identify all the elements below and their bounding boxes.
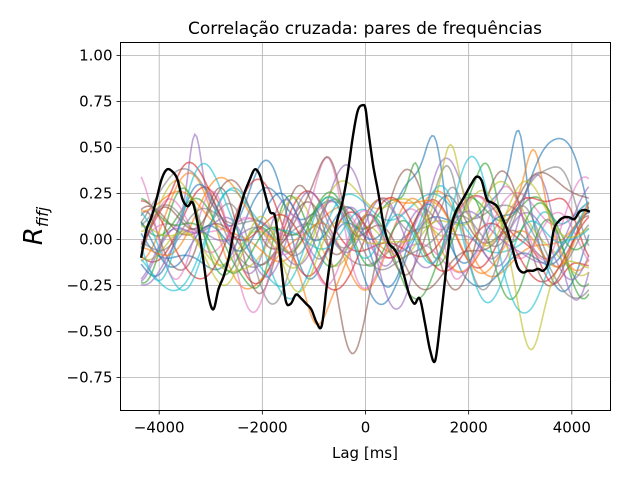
background-series-line [140, 161, 590, 301]
y-tick-label: 0.75 [79, 92, 112, 110]
svg-text:Rfifj: Rfifj [19, 206, 52, 245]
y-axis-ticks: −0.75 −0.50 −0.25 0.00 0.25 0.50 0.75 1.00 [67, 46, 121, 386]
x-tick-label: 2000 [450, 419, 488, 437]
y-axis-label-subscript: fifj [33, 206, 52, 227]
background-series-line [140, 166, 590, 271]
background-series-line [140, 129, 590, 306]
x-tick-label: 0 [361, 419, 371, 437]
y-tick-label: −0.75 [67, 368, 113, 386]
background-series-line [140, 157, 590, 310]
background-series-line [141, 143, 590, 293]
main-series-group [139, 103, 591, 364]
y-tick-label: 1.00 [79, 46, 112, 64]
y-tick-label: 0.50 [79, 138, 112, 156]
y-tick-label: 0.00 [79, 230, 112, 248]
y-axis-label: Rfifj [19, 206, 52, 245]
y-tick-label: −0.50 [67, 322, 113, 340]
background-series-line [140, 162, 590, 275]
x-tick-label: −4000 [134, 419, 185, 437]
background-series-line [140, 180, 590, 351]
y-tick-label: 0.25 [79, 184, 112, 202]
chart-title: Correlação cruzada: pares de frequências [188, 19, 542, 39]
y-axis-label-main: R [19, 227, 49, 245]
background-series-line [140, 168, 590, 355]
background-series [140, 129, 590, 355]
background-series-line [140, 155, 590, 291]
series-line-mean [139, 103, 591, 364]
background-series-line [140, 186, 590, 280]
background-series-line [140, 155, 590, 314]
x-tick-label: 4000 [553, 419, 591, 437]
x-axis-label: Lag [ms] [332, 444, 398, 462]
y-tick-label: −0.25 [67, 276, 113, 294]
x-axis-ticks: −4000 −2000 0 2000 4000 [134, 410, 591, 437]
x-tick-label: −2000 [237, 419, 288, 437]
